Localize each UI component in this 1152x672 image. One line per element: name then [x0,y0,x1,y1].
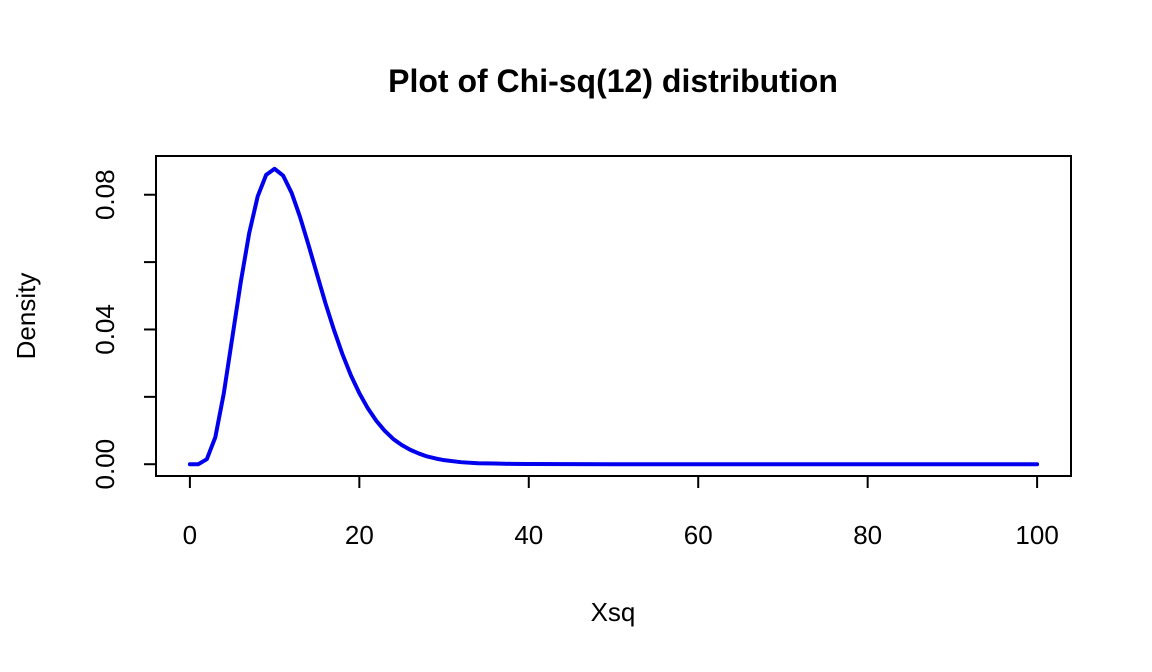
y-tick-label: 0.00 [90,439,120,490]
x-axis-label: Xsq [591,597,636,627]
x-tick-label: 0 [183,520,197,550]
y-tick-label: 0.08 [90,169,120,220]
plot-frame [155,155,1072,477]
series-layer [187,166,1040,467]
density-curve [187,166,1040,467]
x-tick-label: 60 [684,520,713,550]
y-axis-label: Density [11,273,41,360]
x-axis: 0 20 40 60 80 100 [183,475,1059,550]
x-tick-label: 100 [1015,520,1058,550]
x-tick-label: 40 [514,520,543,550]
chart-title: Plot of Chi-sq(12) distribution [388,63,838,99]
x-tick-label: 20 [345,520,374,550]
x-tick-label: 80 [853,520,882,550]
y-axis: 0.00 0.04 0.08 [90,169,157,490]
y-tick-label: 0.04 [90,304,120,355]
